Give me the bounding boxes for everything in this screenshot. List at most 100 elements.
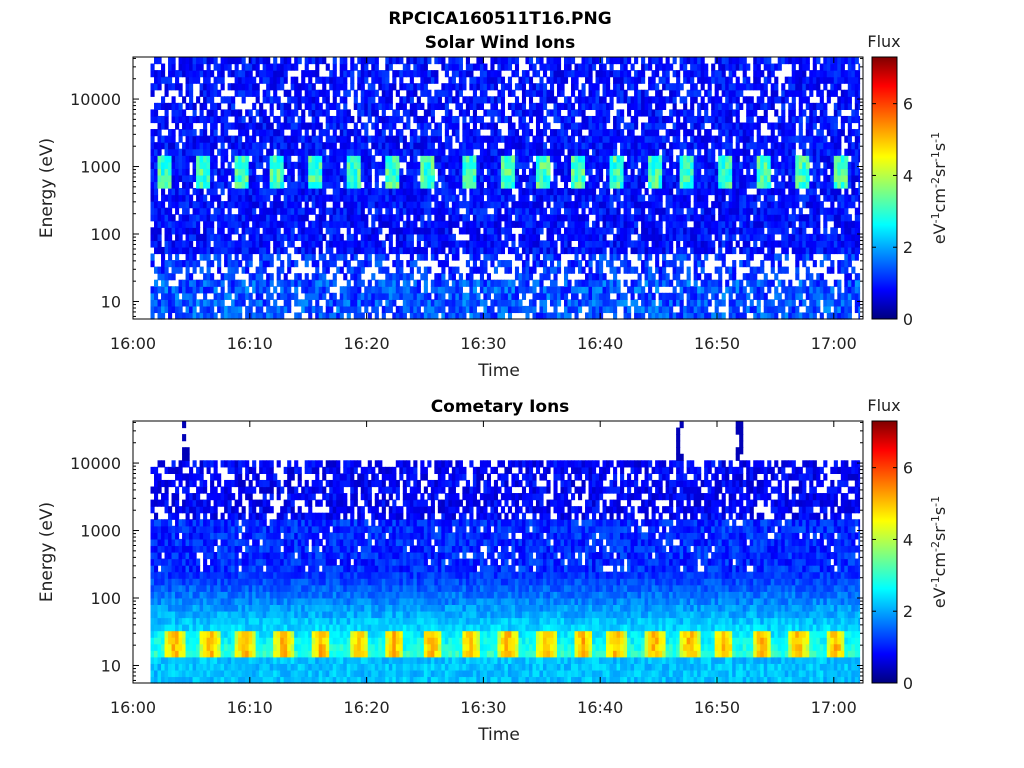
heatmap-cell (325, 102, 330, 110)
heatmap-cell (224, 181, 229, 189)
heatmap-cell (329, 83, 334, 91)
heatmap-cell (280, 148, 285, 156)
heatmap-cell (196, 279, 201, 287)
heatmap-cell (465, 129, 470, 137)
heatmap-cell (472, 253, 477, 261)
heatmap-cell (427, 194, 432, 202)
heatmap-cell (269, 305, 274, 314)
heatmap-cell (472, 188, 477, 196)
heatmap-cell (416, 122, 421, 130)
heatmap-cell (322, 260, 327, 268)
heatmap-cell (634, 135, 639, 143)
heatmap-cell (189, 63, 194, 71)
heatmap-cell (276, 135, 281, 143)
heatmap-cell (556, 83, 562, 91)
heatmap-cell (273, 233, 278, 241)
heatmap-cell (385, 135, 390, 143)
heatmap-cell (416, 96, 421, 104)
heatmap-cell (150, 305, 155, 314)
heatmap-cell (444, 286, 449, 294)
heatmap-cell (571, 260, 576, 268)
heatmap-cell (451, 220, 456, 228)
heatmap-cell (213, 155, 218, 163)
heatmap-cell (392, 260, 397, 268)
heatmap-cell (203, 253, 208, 261)
heatmap-cell (168, 220, 173, 228)
heatmap-cell (574, 168, 579, 176)
heatmap-cell (182, 279, 187, 287)
heatmap-cell (231, 57, 236, 65)
heatmap-cell (690, 142, 695, 150)
heatmap-cell (542, 122, 548, 130)
heatmap-cell (507, 286, 513, 294)
heatmap-cell (385, 273, 390, 281)
heatmap-cell (357, 260, 362, 268)
heatmap-cell (472, 292, 477, 300)
heatmap-cell (700, 292, 705, 300)
heatmap-cell (420, 168, 425, 176)
heatmap-cell (606, 135, 611, 143)
heatmap-cell (651, 227, 656, 235)
heatmap-cell (500, 214, 506, 222)
heatmap-cell (658, 207, 663, 215)
heatmap-cell (700, 279, 705, 287)
heatmap-cell (451, 253, 456, 261)
heatmap-cell (343, 115, 348, 124)
heatmap-cell (479, 70, 484, 78)
heatmap-cell (651, 292, 656, 300)
heatmap-cell (273, 142, 278, 150)
heatmap-cell (311, 83, 316, 91)
heatmap-cell (346, 70, 351, 78)
heatmap-cell (574, 207, 579, 215)
heatmap-cell (154, 233, 159, 241)
heatmap-cell (343, 220, 348, 228)
heatmap-cell (683, 96, 688, 104)
heatmap-cell (308, 194, 313, 202)
heatmap-cell (276, 181, 281, 189)
heatmap-cell (490, 201, 495, 209)
heatmap-cell (245, 168, 250, 176)
heatmap-cell (364, 109, 369, 117)
heatmap-cell (276, 96, 281, 104)
heatmap-cell (469, 227, 474, 235)
heatmap-cell (441, 57, 446, 65)
heatmap-cell (434, 233, 439, 241)
heatmap-cell (182, 214, 187, 222)
heatmap-cell (434, 181, 439, 189)
heatmap-cell (276, 305, 281, 314)
heatmap-cell (185, 102, 190, 110)
heatmap-cell (574, 83, 579, 91)
heatmap-cell (430, 305, 435, 314)
heatmap-cell (343, 305, 348, 314)
heatmap-cell (329, 181, 334, 189)
heatmap-cell (567, 279, 572, 287)
heatmap-cell (329, 102, 334, 110)
heatmap-cell (290, 135, 295, 143)
heatmap-cell (693, 305, 698, 314)
heatmap-cell (627, 135, 632, 143)
heatmap-cell (273, 96, 278, 104)
heatmap-cell (542, 246, 548, 255)
heatmap-cell (571, 188, 576, 196)
heatmap-cell (441, 299, 446, 307)
heatmap-cell (297, 129, 302, 137)
heatmap-cell (444, 89, 449, 97)
heatmap-cell (378, 292, 383, 300)
heatmap-cell (486, 220, 491, 228)
heatmap-cell (567, 207, 572, 215)
heatmap-cell (416, 70, 421, 78)
heatmap-cell (259, 305, 264, 314)
heatmap-cell (458, 286, 463, 294)
heatmap-cell (297, 155, 302, 163)
heatmap-cell (434, 96, 439, 104)
heatmap-cell (651, 181, 656, 189)
heatmap-cell (571, 161, 576, 169)
heatmap-cell (430, 135, 435, 143)
heatmap-cell (602, 292, 607, 300)
heatmap-cell (231, 201, 236, 209)
heatmap-cell (343, 168, 348, 176)
heatmap-cell (241, 220, 246, 228)
heatmap-cell (297, 246, 302, 255)
heatmap-cell (585, 246, 590, 255)
heatmap-cell (553, 292, 558, 300)
